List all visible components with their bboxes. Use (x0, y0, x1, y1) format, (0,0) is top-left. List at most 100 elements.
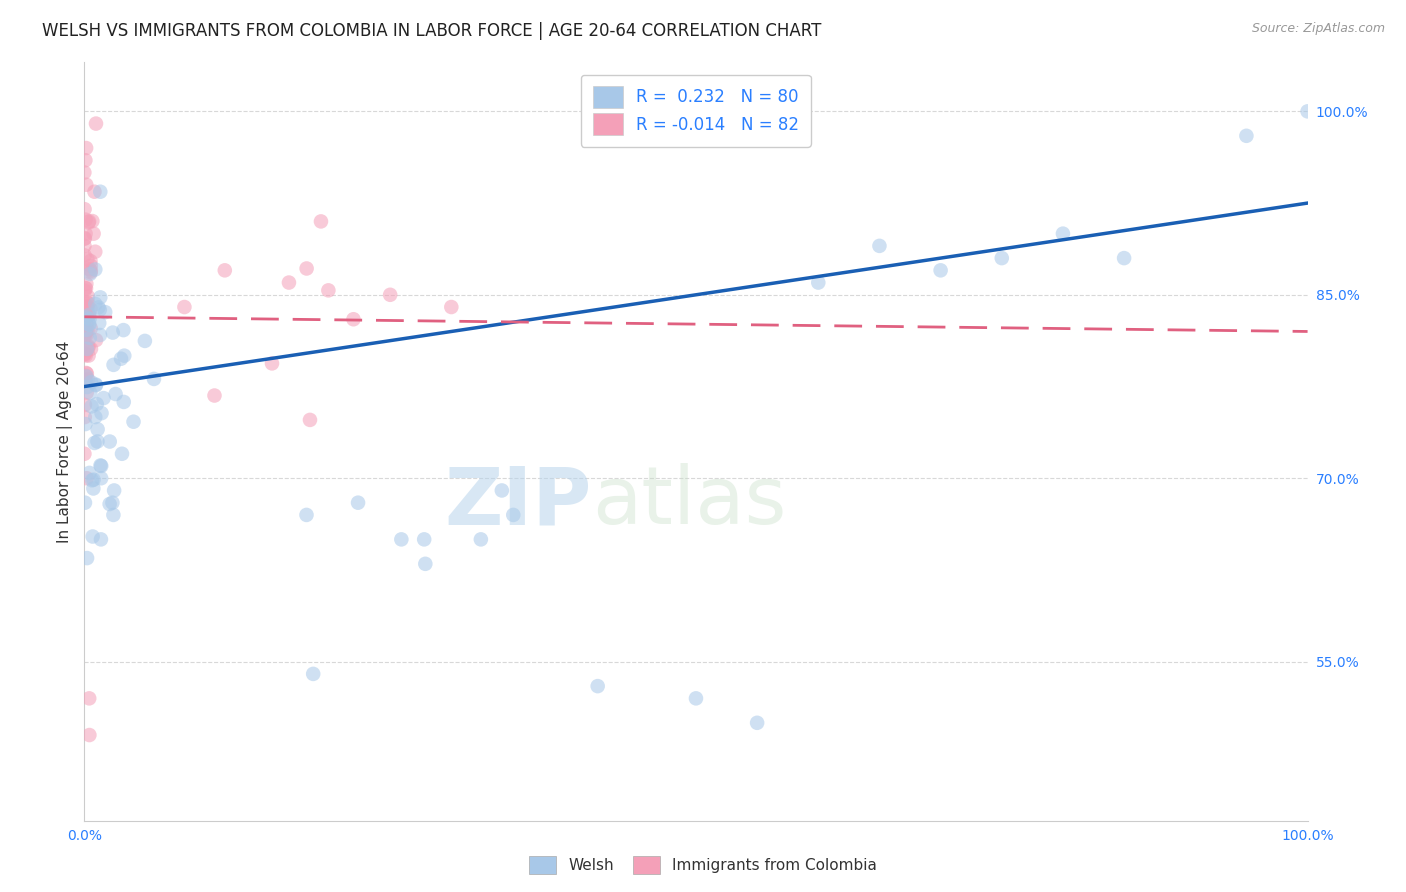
Point (76, 551, 98, 566)
Point (75, 317, 97, 331)
Point (73, 301, 96, 316)
Point (84, 262, 107, 277)
Point (98, 434, 121, 449)
Point (112, 349, 135, 363)
Point (173, 300, 195, 314)
Point (991, 251, 1014, 265)
Point (77, 339, 100, 353)
Point (82, 529, 104, 543)
Point (75, 141, 97, 155)
Point (73, 239, 96, 253)
Point (110, 351, 132, 366)
Point (807, 276, 830, 290)
Point (73, 284, 96, 298)
Point (103, 483, 125, 498)
Point (75, 366, 97, 380)
Point (80, 265, 103, 279)
Point (103, 508, 125, 522)
Point (75, 369, 97, 384)
Point (84, 117, 107, 131)
Point (90, 458, 112, 473)
Point (79, 262, 101, 277)
Point (101, 496, 124, 510)
Point (214, 263, 236, 277)
Point (89, 290, 111, 304)
Point (75, 178, 97, 192)
Point (80, 259, 103, 273)
Text: WELSH VS IMMIGRANTS FROM COLOMBIA IN LABOR FORCE | AGE 20-64 CORRELATION CHART: WELSH VS IMMIGRANTS FROM COLOMBIA IN LAB… (42, 22, 821, 40)
Point (87, 301, 110, 315)
Point (111, 447, 134, 461)
Point (80, 342, 103, 356)
Point (204, 388, 226, 402)
Point (75, 373, 97, 387)
Point (75, 227, 97, 241)
Point (1296, 104, 1319, 119)
Point (76, 299, 98, 313)
Point (491, 483, 513, 498)
Point (73, 330, 96, 344)
Point (86, 434, 108, 449)
Point (73, 328, 96, 343)
Point (98, 497, 121, 511)
Y-axis label: In Labor Force | Age 20-64: In Labor Force | Age 20-64 (58, 341, 73, 542)
Point (76, 301, 98, 315)
Point (84, 297, 107, 311)
Point (80, 321, 103, 335)
Point (77, 308, 100, 322)
Point (84, 377, 107, 392)
Point (413, 533, 436, 547)
Point (86, 422, 108, 436)
Point (347, 496, 370, 510)
Point (104, 387, 127, 401)
Point (76, 343, 98, 357)
Point (75, 326, 97, 340)
Point (75, 281, 97, 295)
Point (80, 375, 103, 389)
Point (73, 398, 96, 412)
Point (89, 328, 111, 343)
Point (302, 666, 325, 681)
Point (89, 458, 111, 473)
Point (75, 321, 97, 335)
Point (76, 295, 98, 310)
Point (869, 239, 891, 253)
Point (112, 323, 135, 337)
Point (76, 301, 98, 316)
Point (76, 372, 98, 386)
Point (77, 290, 100, 304)
Point (73, 202, 96, 217)
Point (79, 308, 101, 322)
Point (440, 300, 463, 314)
Point (1052, 227, 1074, 241)
Point (73, 231, 96, 245)
Point (75, 310, 97, 325)
Point (73, 496, 96, 510)
Point (77, 341, 100, 355)
Point (79, 331, 101, 345)
Point (112, 395, 135, 409)
Point (1114, 251, 1136, 265)
Point (80, 473, 103, 487)
Point (502, 508, 524, 522)
Point (295, 261, 318, 276)
Point (470, 533, 492, 547)
Point (73, 165, 96, 179)
Point (747, 715, 769, 730)
Point (79, 318, 101, 332)
Point (101, 326, 124, 340)
Point (76, 385, 98, 400)
Point (76, 308, 98, 322)
Point (90, 471, 112, 485)
Point (134, 334, 156, 348)
Point (76, 380, 98, 394)
Point (380, 287, 402, 301)
Point (84, 378, 107, 392)
Point (83, 473, 105, 487)
Point (75, 347, 97, 361)
Point (75, 324, 97, 338)
Point (75, 368, 97, 383)
Point (76, 323, 98, 337)
Point (342, 312, 364, 326)
Point (84, 244, 107, 259)
